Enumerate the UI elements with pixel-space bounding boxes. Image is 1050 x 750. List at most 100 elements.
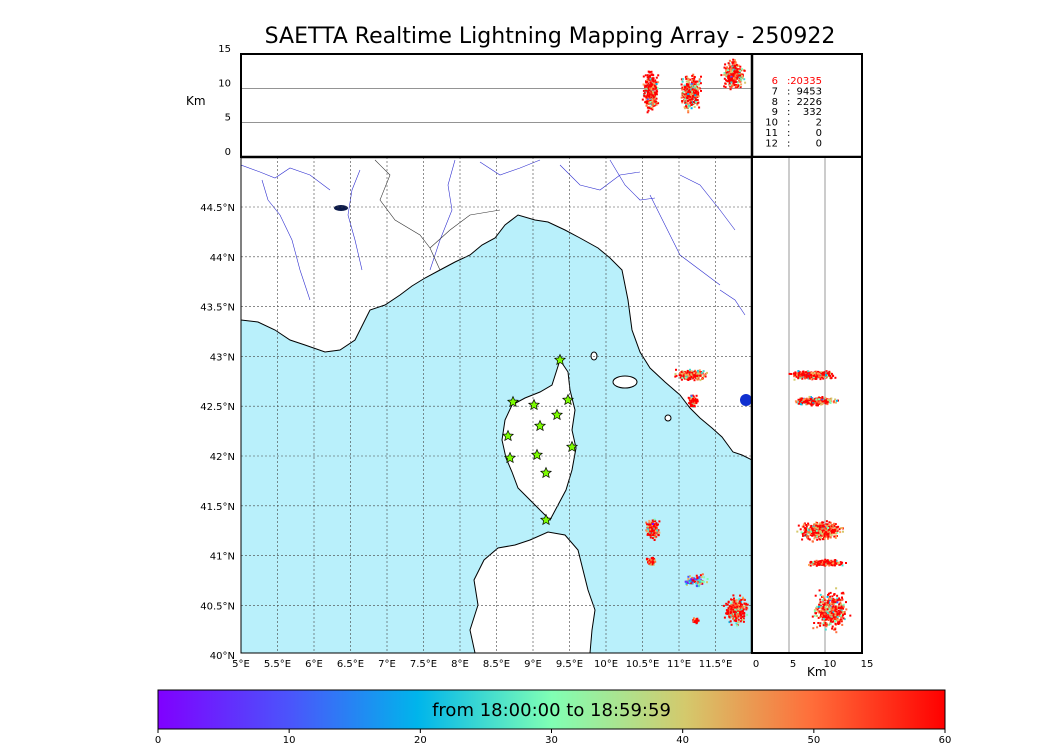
station-marker bbox=[506, 395, 520, 408]
station-marker bbox=[527, 398, 541, 411]
colorbar-tick: 50 bbox=[807, 735, 820, 746]
source-count: 9453 bbox=[797, 86, 822, 97]
rivers bbox=[241, 159, 746, 316]
station-marker bbox=[530, 448, 544, 461]
lightning-sources-map bbox=[645, 368, 749, 627]
graticule bbox=[241, 157, 752, 653]
colorbar-tick: 30 bbox=[545, 735, 558, 746]
latitude-altitude-panel bbox=[752, 157, 862, 653]
station-marker bbox=[539, 466, 553, 479]
station-number: 12 bbox=[765, 138, 778, 149]
count-separator: : bbox=[787, 97, 790, 108]
lake bbox=[334, 205, 348, 211]
side-altitude-label: 10 bbox=[824, 659, 837, 670]
top-altitude-label: 0 bbox=[225, 147, 231, 158]
station-marker bbox=[501, 429, 515, 442]
count-separator: : bbox=[787, 128, 790, 139]
station-marker bbox=[565, 440, 579, 453]
longitude-label: 8.5°E bbox=[483, 659, 510, 670]
map-panel bbox=[241, 157, 752, 653]
station-number: 11 bbox=[765, 128, 778, 139]
count-separator: : bbox=[787, 76, 790, 87]
lightning-sources-lat-altitude bbox=[788, 370, 852, 634]
giglio-island bbox=[664, 414, 672, 422]
side-altitude-label: 5 bbox=[790, 659, 796, 670]
latitude-label: 41.5°N bbox=[200, 502, 235, 513]
latitude-label: 41°N bbox=[210, 552, 235, 563]
altitude-longitude-panel bbox=[241, 54, 752, 157]
longitude-label: 10.5°E bbox=[626, 659, 660, 670]
station-marker bbox=[539, 513, 553, 526]
latitude-label: 42°N bbox=[210, 452, 235, 463]
latitude-label: 44.5°N bbox=[200, 203, 235, 214]
latitude-label: 43.5°N bbox=[200, 303, 235, 314]
station-number: 6 bbox=[772, 76, 778, 87]
colorbar-tick: 60 bbox=[939, 735, 952, 746]
source-count: 0 bbox=[816, 128, 822, 139]
top-altitude-label: 5 bbox=[225, 113, 231, 124]
colorbar bbox=[157, 689, 946, 730]
station-marker bbox=[561, 393, 575, 406]
station-marker bbox=[553, 353, 567, 366]
latitude-label: 40°N bbox=[210, 651, 235, 662]
capraia-island bbox=[590, 351, 598, 361]
top-altitude-label: 15 bbox=[218, 44, 231, 55]
colorbar-tick: 10 bbox=[283, 735, 296, 746]
station-number: 7 bbox=[772, 86, 778, 97]
longitude-label: 6.5°E bbox=[337, 659, 364, 670]
count-separator: : bbox=[787, 107, 790, 118]
longitude-label: 8°E bbox=[451, 659, 469, 670]
station-marker bbox=[533, 419, 547, 432]
side-altitude-tick-labels: 0 5 10 15 bbox=[753, 659, 874, 670]
latitude-tick-labels: 44.5°N 44°N 43.5°N 43°N 42.5°N 42°N 41.5°N 41°N… bbox=[200, 203, 235, 662]
longitude-label: 6°E bbox=[305, 659, 323, 670]
count-separator: : bbox=[787, 86, 790, 97]
corsica-island bbox=[501, 358, 577, 521]
count-separator: : bbox=[787, 138, 790, 149]
side-panel-frame bbox=[751, 156, 863, 654]
colorbar-label: from 18:00:00 to 18:59:59 bbox=[432, 700, 671, 721]
top-panel-ylabel: Km bbox=[186, 94, 206, 108]
station-marker bbox=[550, 408, 564, 421]
station-number: 8 bbox=[772, 97, 778, 108]
lma-stations bbox=[501, 353, 579, 526]
top-altitude-label: 10 bbox=[218, 78, 231, 89]
longitude-tick-labels: 5°E 5.5°E 6°E 6.5°E 7°E 7.5°E 8°E 8.5°E 9°E 9.5°E… bbox=[232, 659, 732, 670]
source-count: 2226 bbox=[797, 97, 822, 108]
longitude-label: 7.5°E bbox=[410, 659, 437, 670]
latitude-label: 44°N bbox=[210, 253, 235, 264]
elba-island bbox=[612, 375, 638, 389]
side-altitude-label: 15 bbox=[861, 659, 874, 670]
longitude-label: 7°E bbox=[378, 659, 396, 670]
side-panel-xlabel: Km bbox=[807, 665, 827, 679]
colorbar-tick: 0 bbox=[155, 735, 161, 746]
latitude-label: 42.5°N bbox=[200, 402, 235, 413]
station-marker bbox=[503, 451, 517, 464]
source-count: 0 bbox=[816, 138, 822, 149]
latitude-label: 40.5°N bbox=[200, 601, 235, 612]
source-count: 20335 bbox=[790, 76, 822, 87]
longitude-label: 11.5°E bbox=[699, 659, 733, 670]
latitude-label: 43°N bbox=[210, 352, 235, 363]
station-number: 9 bbox=[772, 107, 778, 118]
source-count: 2 bbox=[816, 118, 822, 129]
sardinia-island bbox=[469, 531, 596, 653]
top-altitude-tick-labels: 15 10 5 0 bbox=[218, 44, 231, 158]
colorbar-tick: 20 bbox=[414, 735, 427, 746]
longitude-label: 10°E bbox=[594, 659, 618, 670]
longitude-label: 5.5°E bbox=[264, 659, 291, 670]
lake bbox=[740, 394, 752, 406]
page-title: SAETTA Realtime Lightning Mapping Array … bbox=[264, 24, 836, 49]
station-number: 10 bbox=[765, 118, 778, 129]
mainland-land bbox=[241, 157, 752, 461]
side-altitude-label: 0 bbox=[753, 659, 759, 670]
longitude-label: 9°E bbox=[524, 659, 542, 670]
longitude-label: 9.5°E bbox=[556, 659, 583, 670]
lightning-sources-altitude-lon bbox=[641, 58, 747, 114]
colorbar-tick-labels: 0 10 20 30 40 50 60 bbox=[155, 729, 952, 746]
longitude-label: 11°E bbox=[667, 659, 691, 670]
longitude-label: 5°E bbox=[232, 659, 250, 670]
count-separator: : bbox=[787, 118, 790, 129]
